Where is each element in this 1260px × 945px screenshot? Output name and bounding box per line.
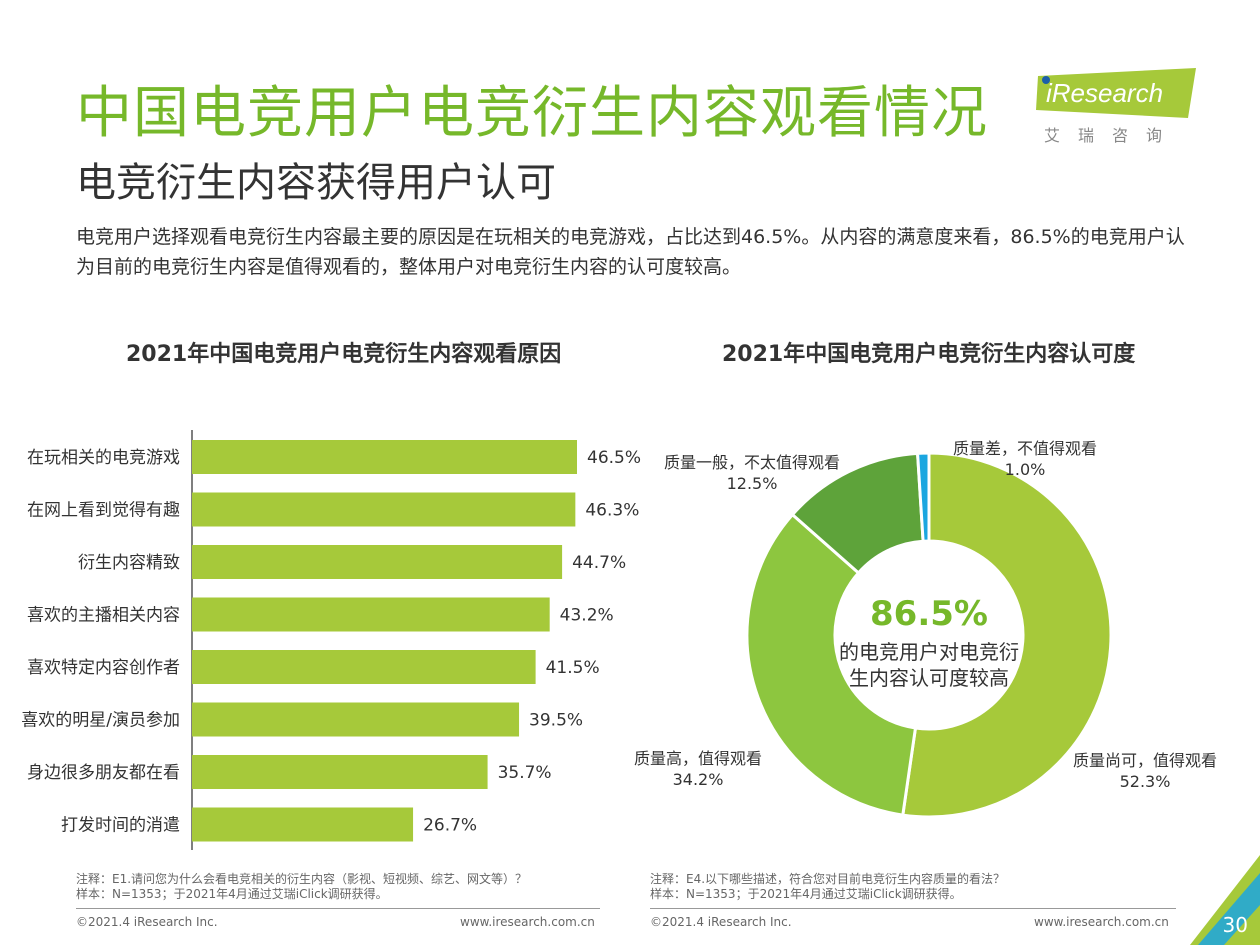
- donut-slice: [915, 451, 931, 543]
- bar-value-label: 43.2%: [560, 606, 614, 626]
- left-footer-divider: [76, 908, 600, 909]
- slice-value-label: 52.3%: [1120, 772, 1171, 791]
- bar-value-label: 41.5%: [546, 658, 600, 678]
- bar: [192, 755, 488, 789]
- page-number: 30: [1222, 913, 1248, 937]
- bar: [192, 597, 550, 632]
- left-copyright: ©2021.4 iResearch Inc.: [76, 915, 218, 929]
- left-website-link[interactable]: www.iresearch.com.cn: [460, 915, 595, 929]
- bar-category-label: 打发时间的消遣: [61, 816, 180, 836]
- bar: [192, 702, 520, 737]
- bar-chart: 在玩相关的电竞游戏 46.5% 在网上看到觉得有趣 46.3% 衍生内容精致 44.7% 喜…: [21, 430, 641, 850]
- logo-dot-icon: [1042, 76, 1050, 84]
- left-note-question: 注释：E1.请问您为什么会看电竞相关的衍生内容（影视、短视频、综艺、网文等）？: [76, 872, 528, 886]
- bar-category-label: 身边很多朋友都在看: [27, 763, 180, 783]
- right-copyright: ©2021.4 iResearch Inc.: [650, 915, 792, 929]
- bar: [192, 807, 414, 842]
- donut-slice: [901, 451, 1113, 819]
- bar-chart-title: 2021年中国电竞用户电竞衍生内容观看原因: [126, 342, 562, 367]
- bar-category-label: 在网上看到觉得有趣: [27, 501, 180, 521]
- corner-blue-stripe: [1198, 873, 1260, 945]
- page-subtitle: 电竞衍生内容获得用户认可: [76, 160, 556, 206]
- right-note-question: 注释：E4.以下哪些描述，符合您对目前电竞衍生内容质量的看法？: [650, 872, 1006, 886]
- slice-value-label: 34.2%: [673, 770, 724, 789]
- slice-category-label: 质量高，值得观看: [634, 749, 762, 768]
- logo-word: iResearch: [1046, 78, 1164, 108]
- donut-chart-title: 2021年中国电竞用户电竞衍生内容认可度: [722, 342, 1136, 367]
- bar-category-label: 喜欢的主播相关内容: [27, 606, 180, 626]
- right-footer-divider: [650, 908, 1176, 909]
- donut-slice: [745, 512, 918, 817]
- bar-value-label: 26.7%: [423, 816, 477, 836]
- corner-decoration: [1190, 855, 1260, 945]
- summary-text: 电竞用户选择观看电竞衍生内容最主要的原因是在玩相关的电竞游戏，占比达到46.5%…: [76, 226, 1185, 278]
- bar-category-label: 在玩相关的电竞游戏: [27, 448, 180, 468]
- logo-cn-text: 艾瑞咨询: [1044, 126, 1181, 145]
- bar: [192, 440, 577, 474]
- slice-value-label: 12.5%: [727, 474, 778, 493]
- page-title: 中国电竞用户电竞衍生内容观看情况: [76, 81, 988, 146]
- right-website-link[interactable]: www.iresearch.com.cn: [1034, 915, 1169, 929]
- slice-category-label: 质量尚可，值得观看: [1073, 751, 1217, 770]
- bar: [192, 650, 536, 684]
- donut-chart: 质量尚可，值得观看 52.3% 质量高，值得观看 34.2% 质量一般，不太值得观看 12…: [634, 439, 1217, 819]
- slice-category-label: 质量一般，不太值得观看: [664, 453, 840, 472]
- bar-category-label: 喜欢的明星/演员参加: [21, 711, 180, 731]
- bar-category-label: 衍生内容精致: [78, 553, 180, 573]
- bar-value-label: 46.5%: [587, 448, 641, 468]
- bar-category-label: 喜欢特定内容创作者: [27, 658, 180, 678]
- donut-center-text-line1: 的电竞用户对电竞衍: [839, 640, 1019, 664]
- iresearch-logo: iResearch 艾瑞咨询: [1036, 66, 1206, 146]
- left-note-sample: 样本：N=1353；于2021年4月通过艾瑞iClick调研获得。: [76, 887, 388, 901]
- donut-center-value: 86.5%: [870, 594, 988, 634]
- logo-banner-shape: [1036, 68, 1196, 118]
- bar-value-label: 39.5%: [529, 711, 583, 731]
- slice-category-label: 质量差，不值得观看: [953, 439, 1097, 458]
- bar-value-label: 44.7%: [572, 553, 626, 573]
- slice-value-label: 1.0%: [1005, 460, 1046, 479]
- bar-value-label: 46.3%: [585, 501, 639, 521]
- right-note-sample: 样本：N=1353；于2021年4月通过艾瑞iClick调研获得。: [650, 887, 962, 901]
- bar: [192, 492, 576, 527]
- donut-center-text-line2: 生内容认可度较高: [849, 666, 1009, 690]
- bar: [192, 545, 563, 579]
- bar-value-label: 35.7%: [498, 763, 552, 783]
